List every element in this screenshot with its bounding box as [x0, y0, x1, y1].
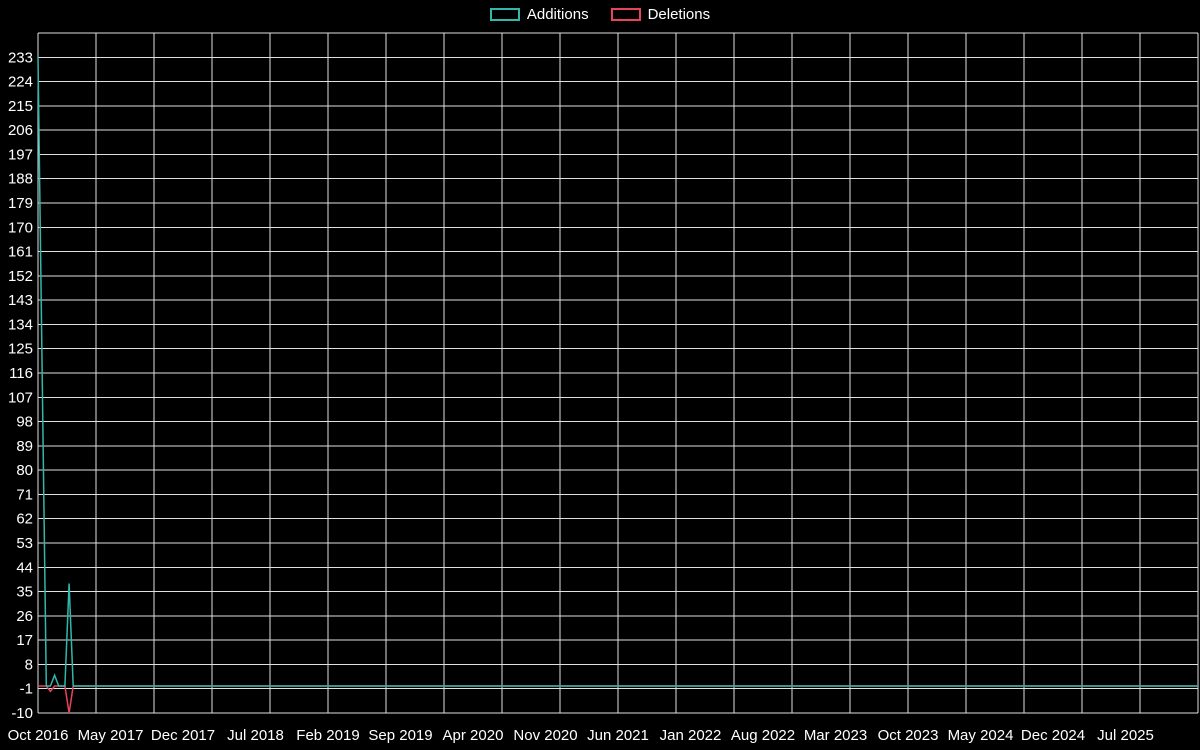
x-tick-label: Nov 2020 [513, 727, 577, 744]
y-tick-label: 26 [16, 608, 33, 625]
x-tick-label: Mar 2023 [804, 727, 867, 744]
y-tick-label: 98 [16, 414, 33, 431]
y-tick-label: -1 [20, 681, 33, 698]
x-tick-label: Dec 2024 [1021, 727, 1085, 744]
x-tick-label: Oct 2016 [8, 727, 69, 744]
y-tick-label: 53 [16, 535, 33, 552]
y-tick-label: 224 [8, 74, 33, 91]
x-tick-label: Jan 2022 [660, 727, 722, 744]
y-tick-label: 170 [8, 219, 33, 236]
y-tick-label: 89 [16, 438, 33, 455]
y-tick-label: -10 [11, 705, 33, 722]
y-tick-label: 134 [8, 316, 33, 333]
y-tick-label: 44 [16, 559, 33, 576]
y-tick-label: 107 [8, 389, 33, 406]
legend-item-additions[interactable]: Additions [489, 6, 589, 23]
deletions-swatch [610, 8, 641, 21]
series-line-additions [37, 57, 1198, 687]
chart-legend: Additions Deletions [0, 7, 1200, 22]
y-tick-label: 143 [8, 292, 33, 309]
y-tick-label: 116 [9, 365, 33, 382]
x-tick-label: Apr 2020 [443, 727, 504, 744]
y-tick-label: 197 [8, 146, 33, 163]
x-tick-label: Dec 2017 [151, 727, 215, 744]
x-tick-label: Oct 2023 [878, 727, 939, 744]
y-tick-label: 152 [8, 268, 33, 285]
legend-item-deletions[interactable]: Deletions [610, 6, 711, 23]
y-tick-label: 17 [16, 632, 33, 649]
y-tick-label: 206 [8, 122, 33, 139]
y-tick-label: 8 [25, 656, 33, 673]
x-tick-label: Jul 2025 [1097, 727, 1154, 744]
y-tick-label: 233 [8, 49, 33, 66]
y-tick-label: 125 [8, 341, 33, 358]
y-tick-label: 62 [16, 511, 33, 528]
legend-label-deletions: Deletions [647, 6, 711, 23]
y-tick-label: 179 [8, 195, 33, 212]
y-tick-label: 80 [16, 462, 33, 479]
x-tick-label: Feb 2019 [296, 727, 359, 744]
y-tick-label: 35 [16, 584, 33, 601]
x-tick-label: Sep 2019 [368, 727, 432, 744]
y-tick-label: 161 [8, 244, 33, 261]
x-tick-label: May 2017 [78, 727, 144, 744]
y-tick-label: 215 [8, 98, 33, 115]
x-tick-label: May 2024 [948, 727, 1014, 744]
y-tick-label: 71 [16, 486, 33, 503]
x-tick-label: Jun 2021 [587, 727, 649, 744]
x-tick-label: Aug 2022 [731, 727, 795, 744]
additions-swatch [489, 8, 520, 21]
x-tick-label: Jul 2018 [227, 727, 284, 744]
legend-label-additions: Additions [526, 6, 589, 23]
y-tick-label: 188 [8, 171, 33, 188]
